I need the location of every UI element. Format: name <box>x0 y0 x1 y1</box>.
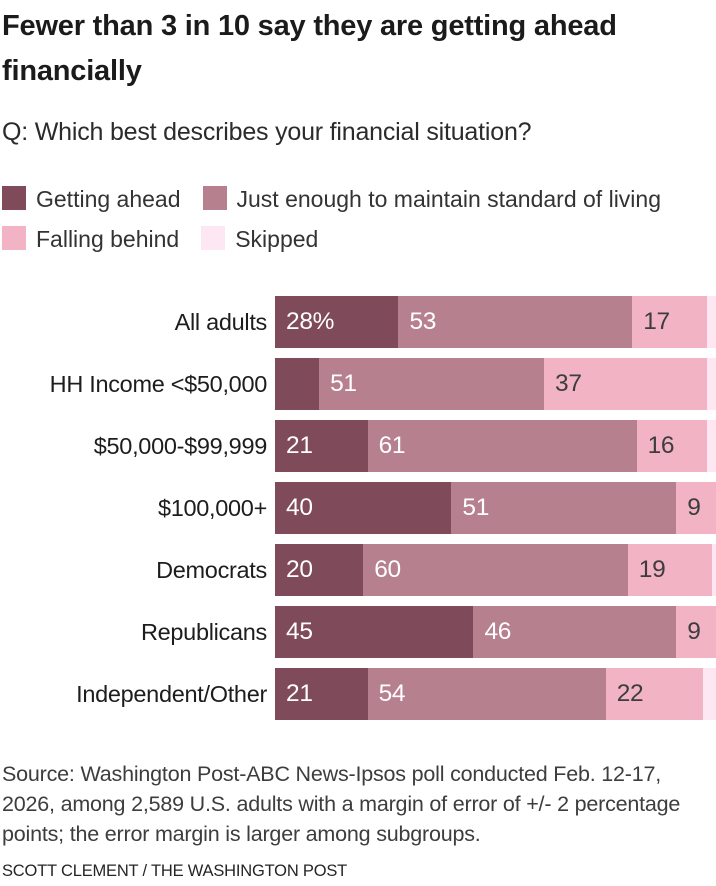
poll-question: Q: Which best describes your financial s… <box>2 118 532 146</box>
stacked-bar-chart: All adults 28% 53 17 HH Income <$50,000 51 37 $… <box>2 296 716 720</box>
stacked-bar: 28% 53 17 <box>275 296 716 348</box>
legend: Getting ahead Just enough to maintain sta… <box>2 179 716 259</box>
bar-segment <box>275 358 320 410</box>
byline: SCOTT CLEMENT / THE WASHINGTON POST <box>2 861 348 880</box>
stacked-bar: 40 51 9 <box>275 482 716 534</box>
bar-segment <box>707 358 716 410</box>
chart-row: $50,000-$99,999 21 61 16 <box>2 420 716 472</box>
segment-value-label: 51 <box>330 370 357 397</box>
chart-row: $100,000+ 40 51 9 <box>2 482 716 534</box>
segment-value-label: 37 <box>555 370 582 397</box>
segment-value-label: 54 <box>378 680 406 707</box>
bar-segment: 17 <box>632 296 708 348</box>
segment-value-label: 46 <box>484 618 512 645</box>
bar-segment: 19 <box>627 544 712 596</box>
legend-item: Getting ahead <box>2 186 203 212</box>
bar-segment: 60 <box>363 544 628 596</box>
bar-segment: 22 <box>605 668 703 720</box>
bar-segment: 16 <box>636 420 708 472</box>
legend-item: Falling behind <box>2 226 201 252</box>
category-label: $50,000-$99,999 <box>93 432 268 459</box>
bar-segment: 9 <box>676 482 716 534</box>
legend-label: Just enough to maintain standard of livi… <box>236 186 662 212</box>
segment-value-label: 53 <box>409 308 437 335</box>
bar-segment: 45 <box>275 606 474 658</box>
bar-segment: 46 <box>473 606 677 658</box>
chart-row: Democrats 20 60 19 <box>2 544 716 596</box>
stacked-bar: 21 54 22 <box>275 668 716 720</box>
bar-segment <box>711 544 716 596</box>
segment-value-label: 61 <box>378 432 406 459</box>
legend-swatch-icon <box>2 186 26 210</box>
bar-segment <box>707 420 716 472</box>
page-title: Fewer than 3 in 10 say they are getting … <box>2 10 617 87</box>
segment-value-label: 60 <box>374 556 401 583</box>
segment-value-label: 21 <box>286 432 313 459</box>
bar-segment: 40 <box>275 482 452 534</box>
stacked-bar: 21 61 16 <box>275 420 716 472</box>
bar-segment: 21 <box>275 420 368 472</box>
stacked-bar: 45 46 9 <box>275 606 716 658</box>
bar-segment: 21 <box>275 668 368 720</box>
category-label: $100,000+ <box>157 494 267 521</box>
legend-swatch-icon <box>202 186 227 210</box>
category-label: HH Income <$50,000 <box>49 370 268 397</box>
segment-value-label: 17 <box>643 308 670 335</box>
bar-segment: 20 <box>275 544 364 596</box>
bar-segment: 61 <box>367 420 637 472</box>
chart-row: HH Income <$50,000 51 37 <box>2 358 716 410</box>
segment-value-label: 51 <box>462 494 490 521</box>
segment-value-label: 9 <box>687 494 701 521</box>
chart-row: Republicans 45 46 9 <box>2 606 716 658</box>
bar-segment <box>707 296 716 348</box>
bar-segment <box>702 668 716 720</box>
legend-item: Skipped <box>201 226 340 252</box>
bar-segment: 54 <box>367 668 606 720</box>
bar-segment: 37 <box>544 358 708 410</box>
category-label: Republicans <box>140 618 267 645</box>
bar-segment: 28% <box>275 296 399 348</box>
bar-segment: 9 <box>676 606 716 658</box>
legend-swatch-icon <box>2 226 26 250</box>
segment-value-label: 45 <box>286 618 313 645</box>
stacked-bar: 20 60 19 <box>275 544 716 596</box>
segment-value-label: 16 <box>647 432 675 459</box>
category-label: All adults <box>174 308 268 335</box>
source-note: Source: Washington Post-ABC News-Ipsos p… <box>2 762 681 846</box>
bar-segment: 51 <box>451 482 677 534</box>
legend-item: Just enough to maintain standard of livi… <box>202 186 684 212</box>
legend-label: Getting ahead <box>36 186 181 212</box>
segment-value-label: 20 <box>286 556 313 583</box>
segment-value-label: 9 <box>687 618 701 645</box>
bar-segment: 53 <box>398 296 633 348</box>
chart-row: Independent/Other 21 54 22 <box>2 668 716 720</box>
segment-value-label: 19 <box>638 556 666 583</box>
chart-row: All adults 28% 53 17 <box>2 296 716 348</box>
segment-value-label: 21 <box>286 680 313 707</box>
stacked-bar: 51 37 <box>275 358 716 410</box>
segment-value-label: 40 <box>286 494 313 521</box>
bar-segment: 51 <box>319 358 544 410</box>
legend-label: Skipped <box>235 226 319 252</box>
legend-swatch-icon <box>201 226 226 250</box>
category-label: Democrats <box>156 556 267 583</box>
segment-value-label: 22 <box>616 680 644 707</box>
category-label: Independent/Other <box>76 680 267 707</box>
legend-label: Falling behind <box>36 226 180 252</box>
segment-value-label: 28% <box>286 308 335 335</box>
